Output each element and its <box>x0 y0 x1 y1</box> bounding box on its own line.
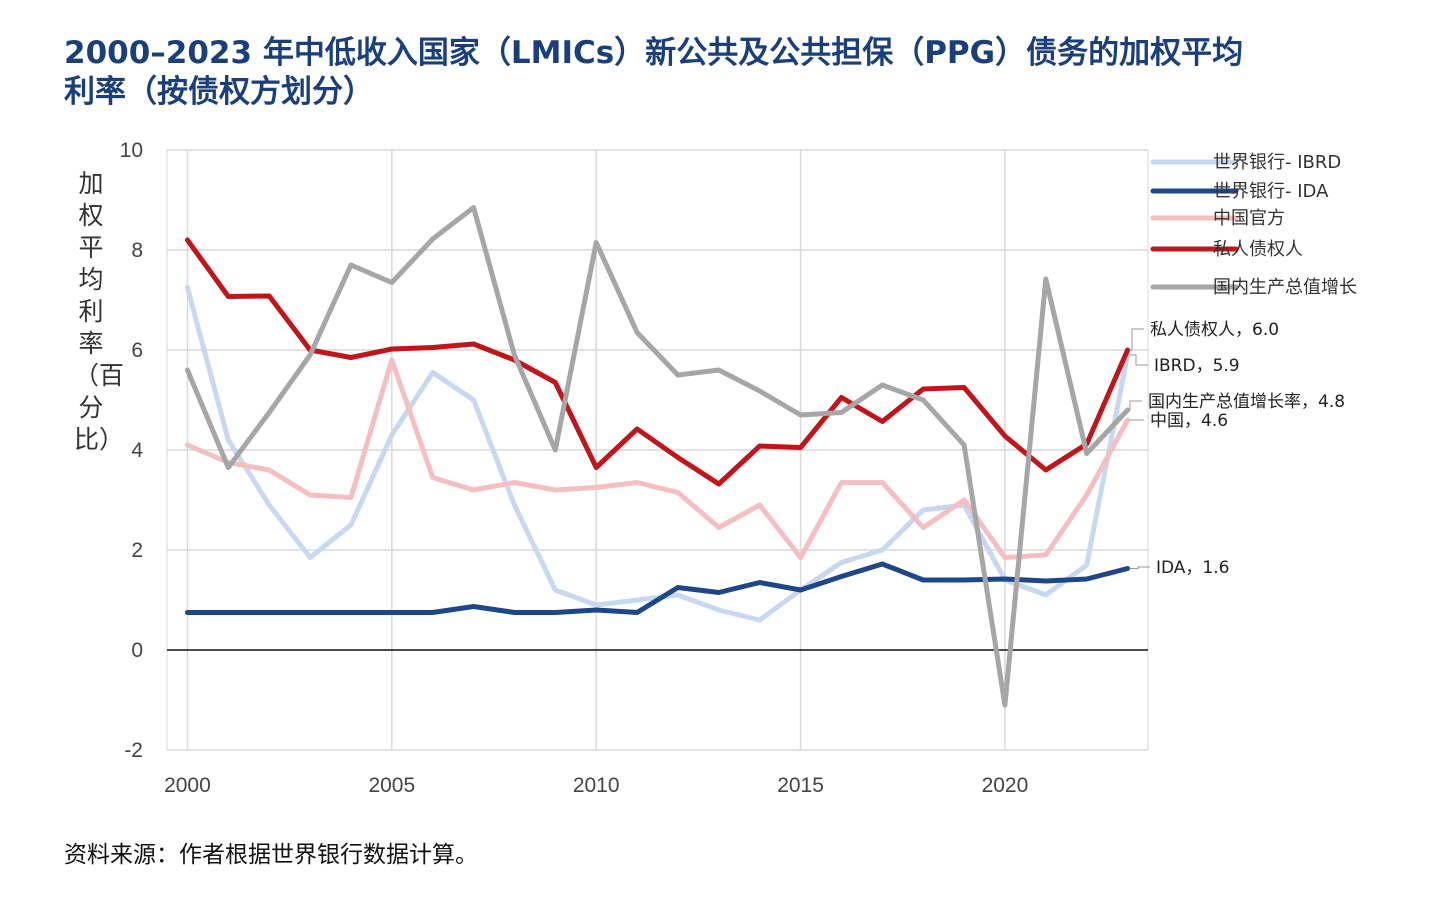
y-tick-label: 2 <box>131 539 143 562</box>
x-tick-label: 2020 <box>982 774 1029 797</box>
end-label-leader-ibrd <box>1129 354 1148 366</box>
x-tick-label: 2010 <box>573 774 620 797</box>
series-lines <box>184 205 1131 708</box>
y-tick-label: 8 <box>131 239 143 262</box>
chart-title: 2000–2023 年中低收入国家（LMICs）新公共及公共担保（PPG）债务的… <box>64 35 1244 110</box>
legend-label-private: 私人债权人 <box>1213 239 1303 260</box>
end-label-china: 中国，4.6 <box>1150 411 1228 431</box>
axis-tick-labels: -2 0 2 4 6 8 10 2000 2005 2010 2015 2020 <box>120 139 1029 797</box>
y-tick-label: -2 <box>124 739 143 762</box>
x-tick-label: 2000 <box>164 774 211 797</box>
legend-label-china: 中国官方 <box>1213 208 1285 229</box>
x-tick-label: 2005 <box>368 774 415 797</box>
source-note: 资料来源：作者根据世界银行数据计算。 <box>64 842 478 868</box>
y-tick-label: 0 <box>131 639 143 662</box>
end-labels: 私人债权人，6.0 IBRD，5.9 国内生产总值增长率，4.8中国，4.6 IDA，… <box>1129 320 1345 578</box>
grid-lines <box>167 149 1148 751</box>
x-tick-label: 2015 <box>777 774 824 797</box>
end-label-private: 私人债权人，6.0 <box>1150 320 1279 340</box>
y-tick-label: 6 <box>131 339 143 362</box>
series-line-gdp <box>184 205 1131 708</box>
series-line-ida <box>184 561 1131 615</box>
end-label-ibrd: IBRD，5.9 <box>1154 356 1240 376</box>
end-label-leader-gdp <box>1129 400 1142 411</box>
legend-label-gdp: 国内生产总值增长 <box>1213 277 1357 298</box>
end-label-leader-ida <box>1129 566 1150 569</box>
legend-label-ibrd: 世界银行- IBRD <box>1213 152 1341 173</box>
series-line-china <box>184 357 1131 560</box>
y-axis-label: 加权平均利率（百分比） <box>74 169 125 454</box>
end-label-gdp: 国内生产总值增长率，4.8 <box>1148 392 1345 412</box>
y-tick-label: 4 <box>131 439 143 462</box>
series-line-private <box>184 237 1131 487</box>
end-label-leader-private <box>1129 328 1144 351</box>
series-line-ibrd <box>184 285 1131 623</box>
end-label-ida: IDA，1.6 <box>1156 558 1229 578</box>
legend-label-ida: 世界银行- IDA <box>1213 181 1329 202</box>
y-tick-label: 10 <box>120 139 143 162</box>
